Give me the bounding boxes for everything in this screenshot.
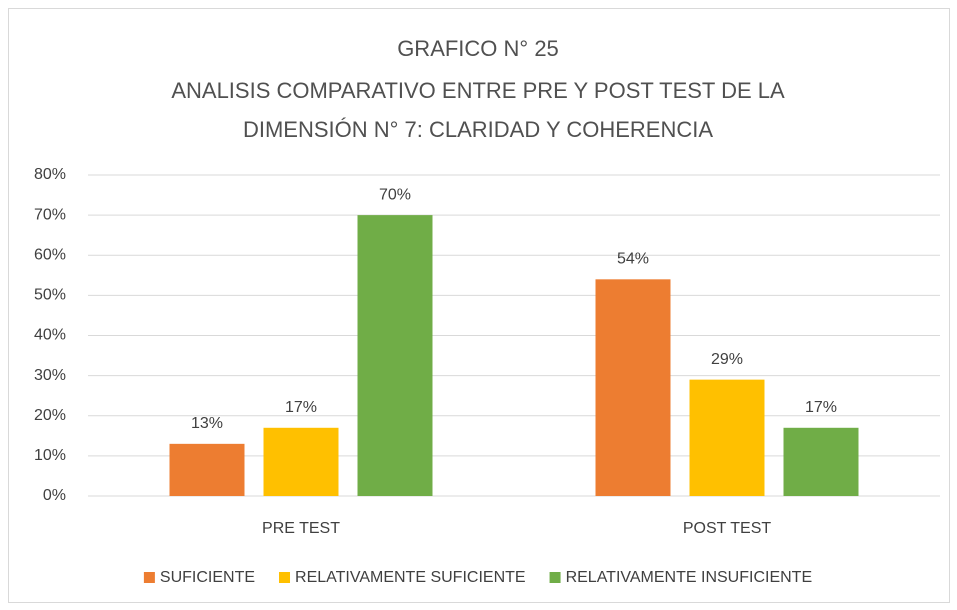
chart-title: ANALISIS COMPARATIVO ENTRE PRE Y POST TE… [171,78,785,103]
y-tick-label: 50% [34,287,66,304]
legend-label: SUFICIENTE [160,569,255,586]
legend-label: RELATIVAMENTE INSUFICIENTE [566,569,813,586]
y-tick-label: 70% [34,206,66,223]
y-tick-label: 40% [34,327,66,344]
y-tick-label: 0% [43,487,66,504]
data-label: 54% [617,251,649,268]
chart-border [8,8,950,603]
bar [783,427,859,496]
y-tick-label: 30% [34,367,66,384]
chart-title: GRAFICO N° 25 [397,36,559,61]
legend-swatch [279,572,291,583]
data-label: 70% [379,186,411,203]
chart-title: DIMENSIÓN N° 7: CLARIDAD Y COHERENCIA [243,117,713,142]
legend-swatch [549,572,561,583]
data-label: 17% [285,399,317,416]
y-tick-label: 10% [34,447,66,464]
x-tick-label: POST TEST [683,520,772,537]
x-tick-label: PRE TEST [262,520,340,537]
data-label: 17% [805,399,837,416]
bar [169,443,245,496]
data-label: 13% [191,415,223,432]
bar [595,279,671,496]
y-tick-label: 60% [34,246,66,263]
y-tick-label: 20% [34,407,66,424]
y-tick-label: 80% [34,166,66,183]
legend-label: RELATIVAMENTE SUFICIENTE [295,569,526,586]
bar [357,215,433,496]
bar [689,379,765,496]
bar [263,427,339,496]
data-label: 29% [711,351,743,368]
legend-swatch [143,572,155,583]
